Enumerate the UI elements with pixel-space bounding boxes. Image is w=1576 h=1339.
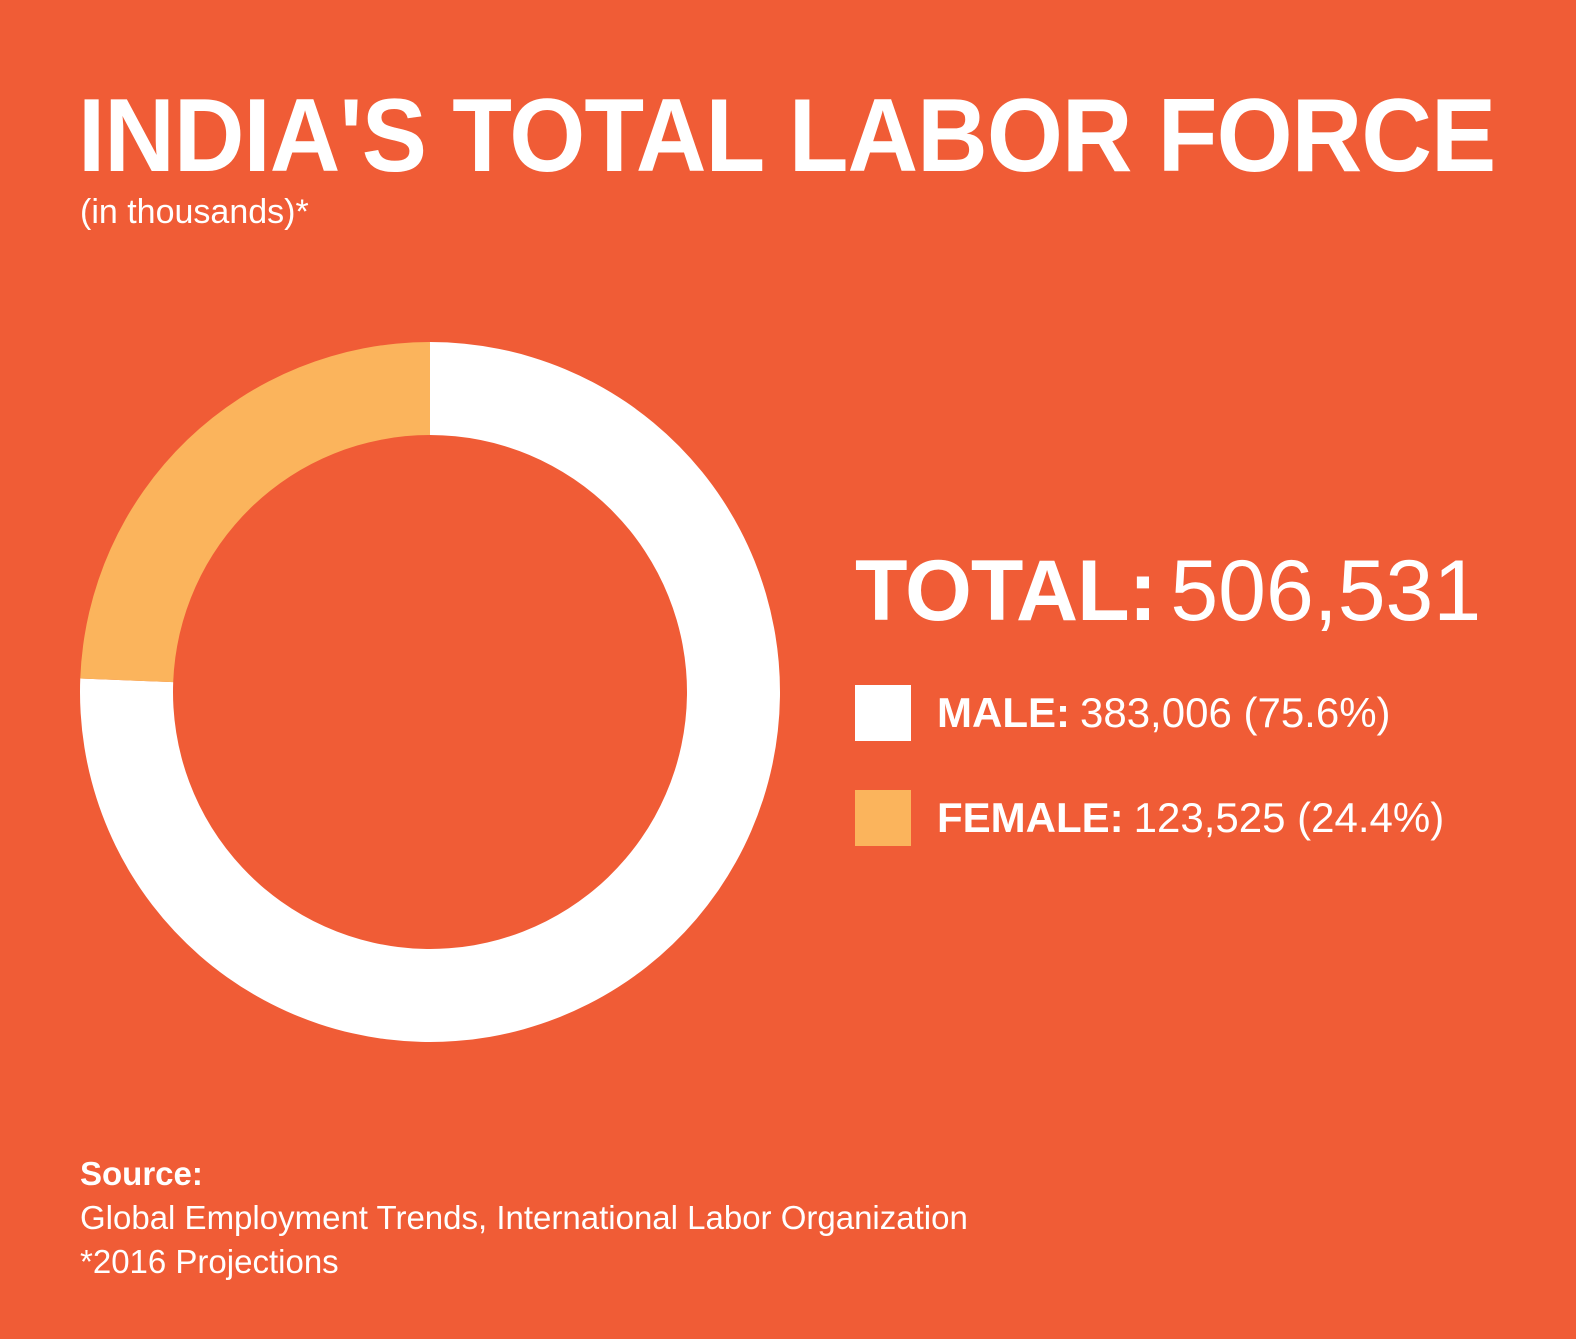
source-label: Source:: [80, 1155, 203, 1192]
donut-chart: [80, 342, 781, 1042]
source-block: Source: Global Employment Trends, Intern…: [80, 1152, 968, 1284]
legend-label-male: MALE:: [937, 689, 1070, 736]
legend-item-male: MALE: 383,006 (75.6%): [855, 685, 1391, 741]
legend-label-female: FEMALE:: [937, 794, 1124, 841]
legend-text-male: MALE: 383,006 (75.6%): [937, 692, 1391, 734]
legend-swatch-female: [855, 790, 911, 846]
total-value: 506,531: [1170, 543, 1482, 639]
donut-slice-female: [80, 342, 430, 683]
source-text: Global Employment Trends, International …: [80, 1199, 968, 1236]
legend-text-female: FEMALE: 123,525 (24.4%): [937, 797, 1444, 839]
page-title: INDIA'S TOTAL LABOR FORCE: [78, 78, 1496, 194]
legend-value-female: 123,525 (24.4%): [1133, 794, 1445, 841]
total-label: TOTAL:: [855, 543, 1157, 639]
source-note: *2016 Projections: [80, 1243, 339, 1280]
total-readout: TOTAL: 506,531: [855, 548, 1481, 634]
legend-swatch-male: [855, 685, 911, 741]
legend-item-female: FEMALE: 123,525 (24.4%): [855, 790, 1444, 846]
legend-value-male: 383,006 (75.6%): [1079, 689, 1391, 736]
page-subtitle: (in thousands)*: [80, 193, 309, 231]
